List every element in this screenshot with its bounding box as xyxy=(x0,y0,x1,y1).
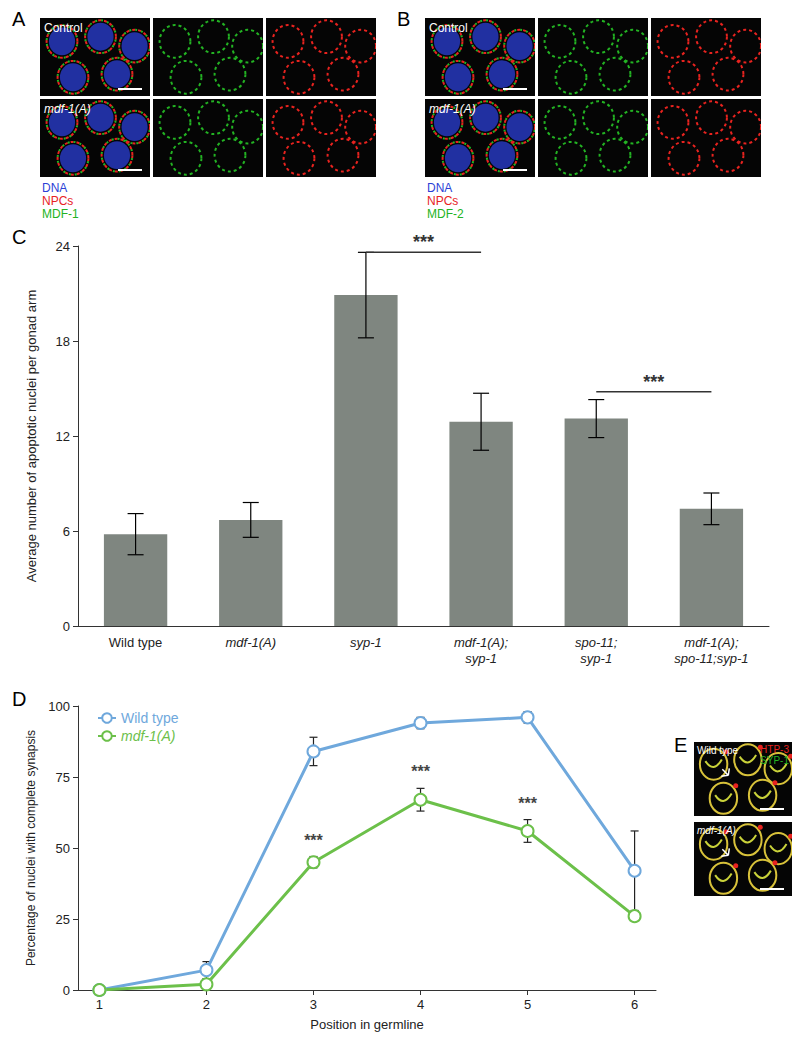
svg-text:mdf-1(A): mdf-1(A) xyxy=(429,102,476,116)
svg-text:6: 6 xyxy=(631,997,638,1012)
svg-text:6: 6 xyxy=(63,524,70,539)
svg-text:mdf-1(A): mdf-1(A) xyxy=(697,825,736,836)
svg-text:D: D xyxy=(12,688,26,710)
svg-text:spo-11;syp-1: spo-11;syp-1 xyxy=(674,651,748,666)
svg-text:syp-1: syp-1 xyxy=(580,651,612,666)
svg-text:Wild type: Wild type xyxy=(109,635,162,650)
svg-text:Control: Control xyxy=(44,21,83,35)
svg-text:***: *** xyxy=(411,763,430,780)
svg-text:Percentage of nuclei with comp: Percentage of nuclei with complete synap… xyxy=(24,730,38,966)
svg-text:3: 3 xyxy=(310,997,317,1012)
svg-text:5: 5 xyxy=(524,997,531,1012)
svg-text:syp-1: syp-1 xyxy=(350,635,382,650)
svg-text:***: *** xyxy=(518,795,537,812)
svg-text:Control: Control xyxy=(429,21,468,35)
svg-text:Average number of apoptotic nu: Average number of apoptotic nuclei per g… xyxy=(24,290,39,582)
svg-text:1: 1 xyxy=(96,997,103,1012)
svg-text:24: 24 xyxy=(56,239,70,254)
svg-text:***: *** xyxy=(413,232,434,252)
svg-text:MDF-2: MDF-2 xyxy=(427,207,464,221)
svg-text:4: 4 xyxy=(417,997,424,1012)
svg-text:spo-11;: spo-11; xyxy=(575,635,618,650)
svg-text:NPCs: NPCs xyxy=(42,194,73,208)
svg-text:DNA: DNA xyxy=(42,181,67,195)
svg-text:100: 100 xyxy=(48,699,70,714)
svg-text:75: 75 xyxy=(56,770,70,785)
svg-text:mdf-1(A): mdf-1(A) xyxy=(121,728,175,744)
svg-text:NPCs: NPCs xyxy=(427,194,458,208)
svg-text:mdf-1(A);: mdf-1(A); xyxy=(454,635,509,650)
svg-text:MDF-1: MDF-1 xyxy=(42,207,79,221)
svg-text:DNA: DNA xyxy=(427,181,452,195)
svg-text:HTP-3: HTP-3 xyxy=(760,744,789,755)
svg-text:***: *** xyxy=(643,372,664,392)
svg-text:0: 0 xyxy=(63,983,70,998)
svg-text:mdf-1(A): mdf-1(A) xyxy=(44,102,91,116)
svg-text:E: E xyxy=(674,734,687,756)
svg-text:Wild type: Wild type xyxy=(121,710,179,726)
svg-text:Wild type: Wild type xyxy=(697,745,739,756)
svg-text:18: 18 xyxy=(56,334,70,349)
svg-text:12: 12 xyxy=(56,429,70,444)
svg-text:0: 0 xyxy=(63,619,70,634)
svg-text:A: A xyxy=(12,8,26,30)
svg-text:Position in germline: Position in germline xyxy=(310,1017,423,1032)
svg-text:B: B xyxy=(397,8,410,30)
svg-text:C: C xyxy=(12,226,26,248)
svg-text:mdf-1(A);: mdf-1(A); xyxy=(684,635,739,650)
svg-text:mdf-1(A): mdf-1(A) xyxy=(225,635,276,650)
svg-text:50: 50 xyxy=(56,841,70,856)
svg-text:2: 2 xyxy=(203,997,210,1012)
svg-text:syp-1: syp-1 xyxy=(465,651,497,666)
svg-text:25: 25 xyxy=(56,912,70,927)
svg-text:SYP-1: SYP-1 xyxy=(760,755,789,766)
svg-text:***: *** xyxy=(304,832,323,849)
